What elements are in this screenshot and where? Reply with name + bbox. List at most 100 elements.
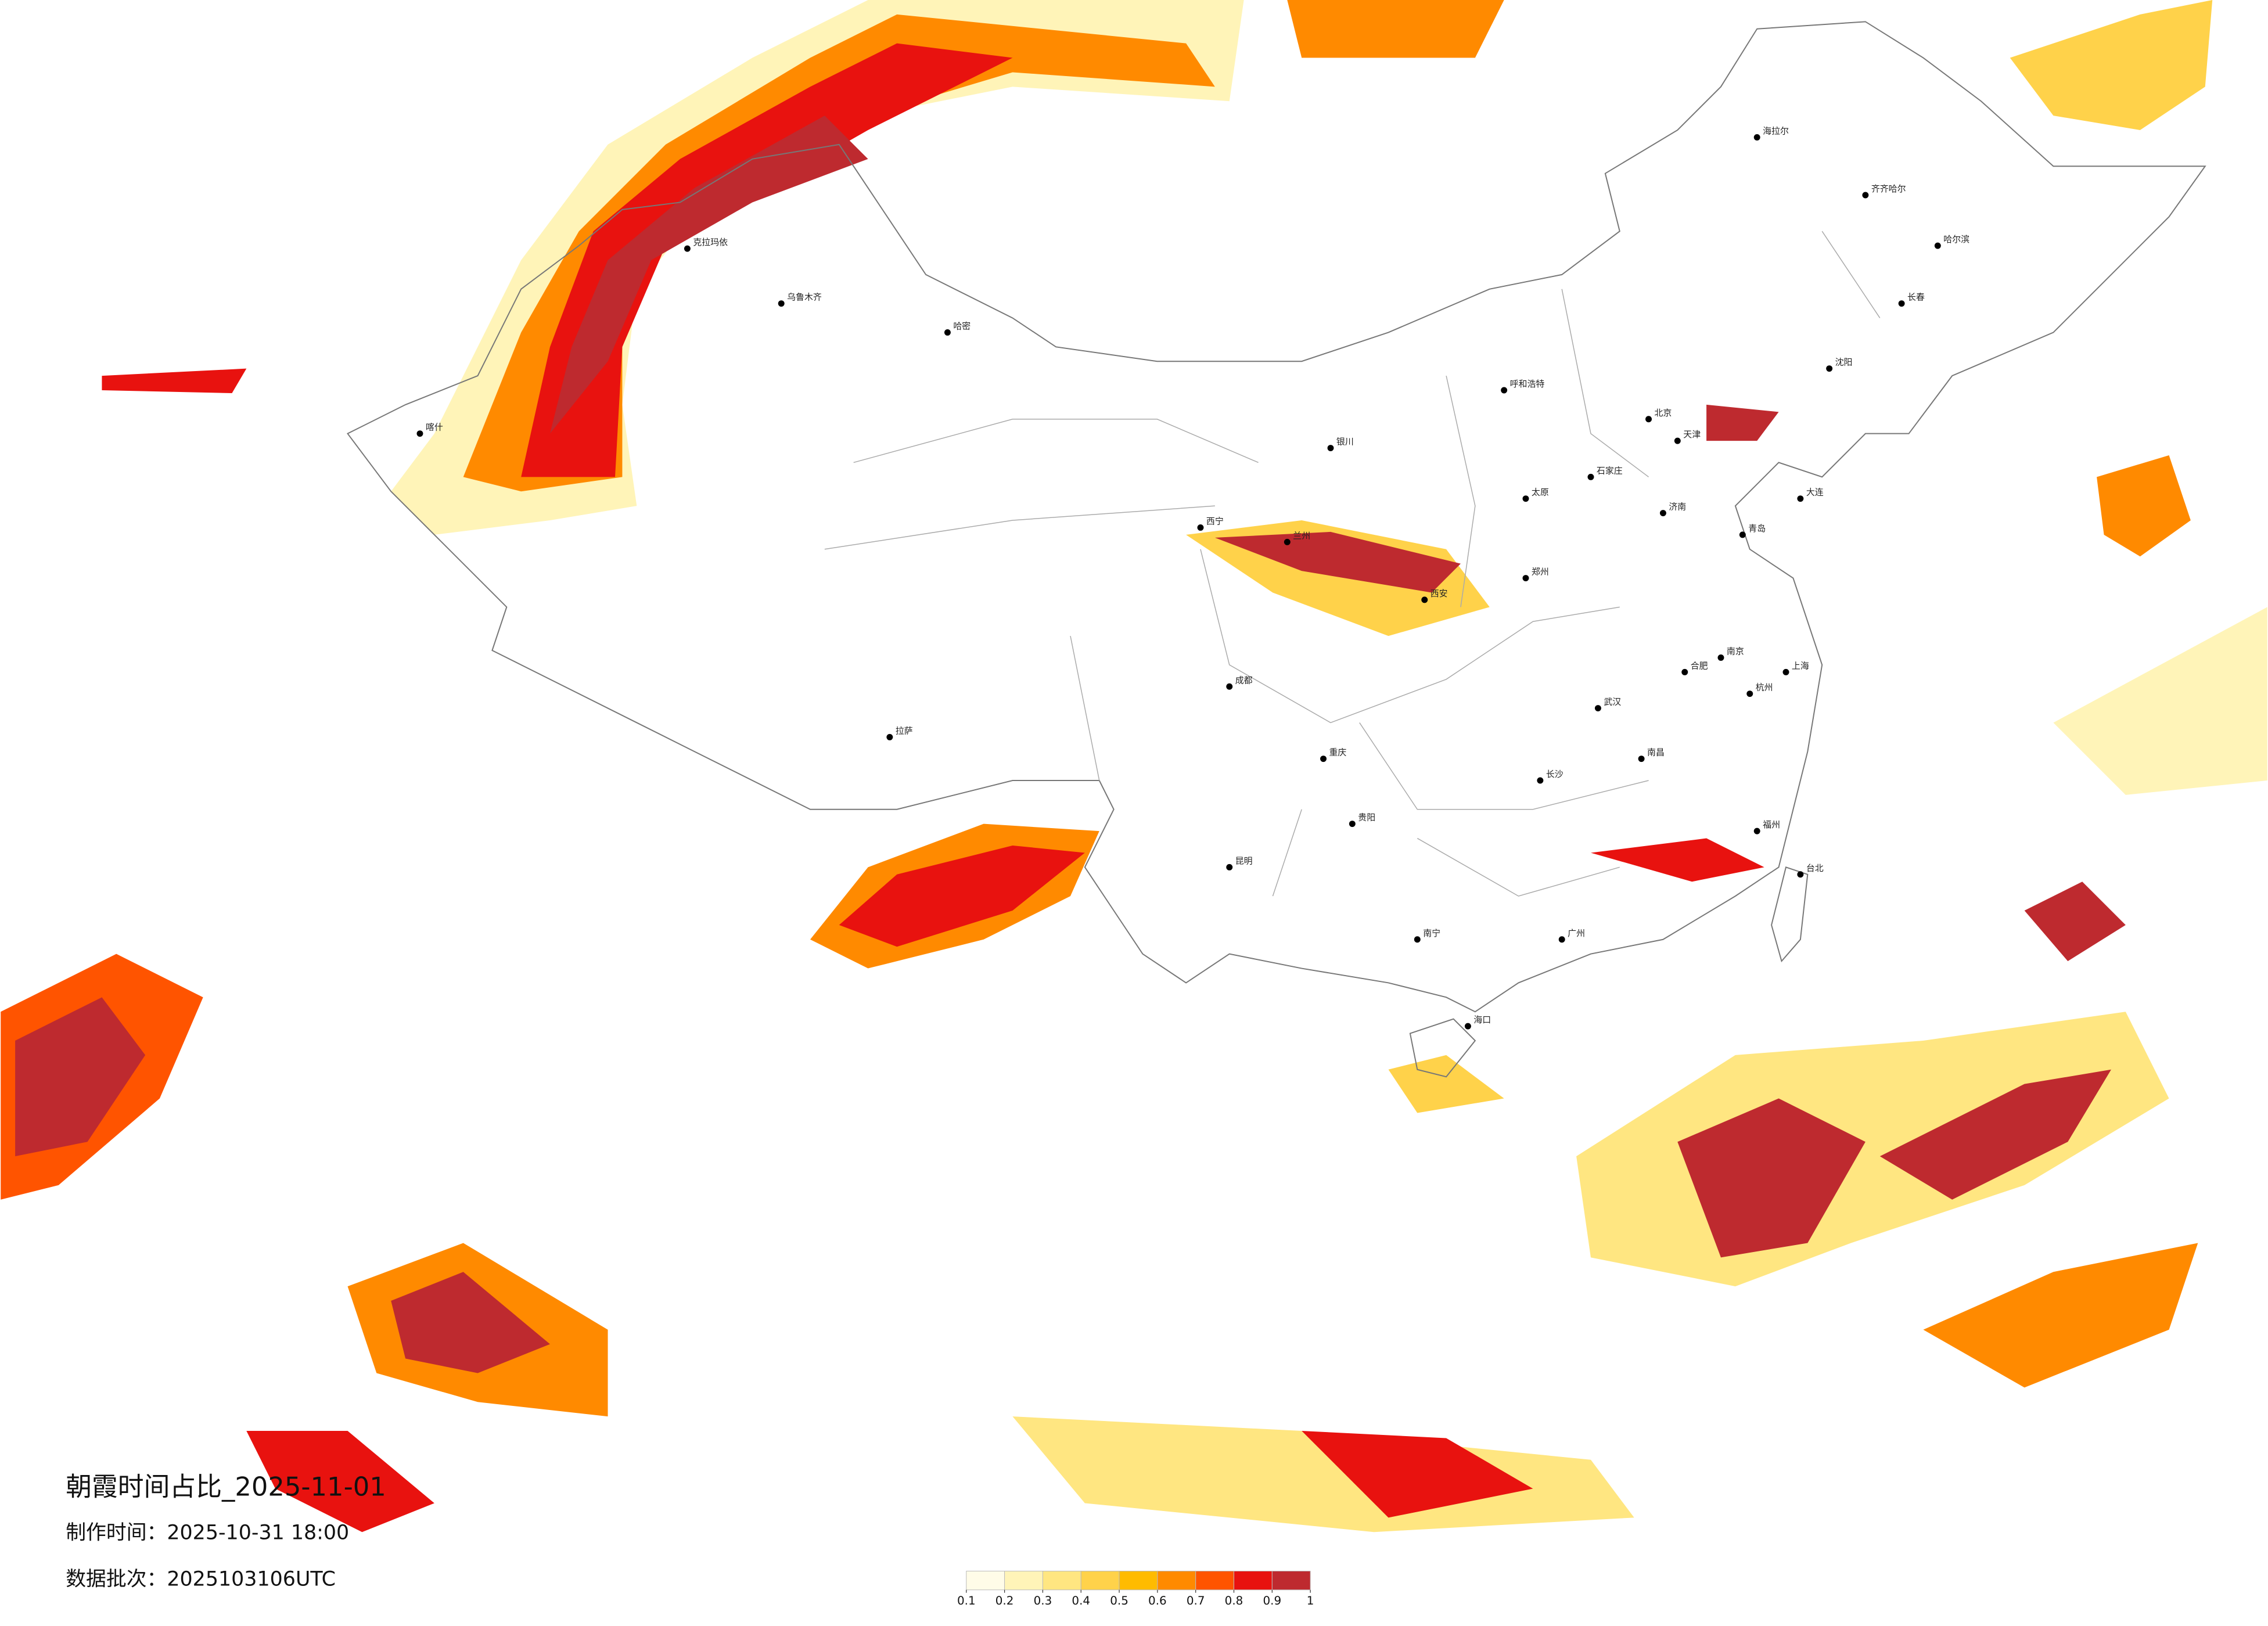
- cloud-area: [1388, 1055, 1504, 1113]
- city-dot: [1645, 416, 1652, 423]
- city-label: 海拉尔: [1763, 125, 1789, 136]
- city-label: 天津: [1683, 429, 1701, 440]
- cloud-area: [391, 1272, 550, 1373]
- city-label: 哈尔滨: [1943, 234, 1969, 244]
- city-label: 广州: [1568, 928, 1585, 938]
- city-dot: [1753, 134, 1760, 141]
- city-dot: [1537, 777, 1544, 784]
- city-dot: [1659, 510, 1666, 517]
- city-label: 沈阳: [1835, 357, 1853, 368]
- legend-tick-label: 0.6: [1148, 1594, 1167, 1607]
- city-dot: [886, 733, 893, 740]
- city-label: 重庆: [1329, 747, 1347, 758]
- city-dot: [1753, 828, 1760, 834]
- legend-tick-label: 0.3: [1034, 1594, 1052, 1607]
- country-border: [347, 21, 2206, 1013]
- city-dot: [1558, 936, 1565, 943]
- legend-tick-label: 0.5: [1110, 1594, 1128, 1607]
- city-dot: [1934, 242, 1941, 249]
- city-dot: [1638, 756, 1645, 762]
- city-label: 西安: [1430, 588, 1448, 599]
- legend-swatch: [1271, 1570, 1311, 1591]
- cloud-area: [1012, 1416, 1634, 1533]
- cloud-area: [102, 368, 247, 393]
- cloud-area: [1706, 404, 1779, 441]
- cloud-field: [1, 0, 2267, 1533]
- city-label: 济南: [1669, 502, 1686, 512]
- city-label: 南宁: [1423, 928, 1440, 938]
- city-label: 齐齐哈尔: [1871, 184, 1906, 194]
- legend-swatch: [1042, 1570, 1081, 1591]
- city-dot: [1826, 365, 1833, 372]
- legend-swatch: [966, 1570, 1005, 1591]
- city-label: 太原: [1532, 487, 1549, 498]
- city-label: 青岛: [1748, 523, 1766, 534]
- city-label: 呼和浩特: [1510, 379, 1545, 389]
- cloud-area: [2097, 455, 2191, 557]
- cloud-area: [2053, 607, 2267, 795]
- cloud-area: [1302, 1431, 1533, 1518]
- city-label: 长沙: [1546, 769, 1563, 779]
- city-label: 北京: [1655, 408, 1672, 418]
- city-label: 南昌: [1647, 747, 1665, 758]
- city-dot: [1522, 575, 1529, 582]
- legend-swatch: [1195, 1570, 1235, 1591]
- city-dot: [1674, 437, 1681, 444]
- city-label: 石家庄: [1597, 465, 1623, 476]
- cloud-area: [15, 997, 146, 1157]
- city-dot: [1862, 192, 1869, 199]
- city-label: 南京: [1727, 646, 1744, 656]
- cloud-area: [1879, 1069, 2111, 1200]
- cloud-area: [1287, 0, 1504, 58]
- cloud-area: [2024, 882, 2126, 962]
- city-label: 大连: [1806, 487, 1824, 498]
- city-dot: [416, 430, 423, 437]
- city-dot: [1782, 668, 1789, 675]
- city-label: 海口: [1473, 1015, 1491, 1025]
- legend-tick-label: 1: [1307, 1594, 1314, 1607]
- city-dot: [944, 329, 951, 336]
- city-dot: [1797, 495, 1804, 502]
- city-dot: [1522, 495, 1529, 502]
- legend-swatch: [1080, 1570, 1120, 1591]
- city-label: 喀什: [426, 422, 443, 433]
- legend-tick-label: 0.7: [1187, 1594, 1205, 1607]
- city-label: 上海: [1792, 660, 1809, 671]
- city-dot: [1898, 300, 1905, 307]
- city-label: 西宁: [1206, 516, 1224, 526]
- cloud-area: [549, 116, 868, 434]
- city-label: 兰州: [1293, 530, 1310, 541]
- cloud-area: [1590, 838, 1764, 882]
- legend-swatch: [1234, 1570, 1273, 1591]
- city-dot: [684, 245, 691, 252]
- data-batch: 数据批次：2025103106UTC: [66, 1567, 336, 1591]
- cloud-area: [1923, 1243, 2198, 1388]
- city-dot: [1349, 821, 1356, 828]
- city-dot: [1681, 668, 1688, 675]
- city-label: 郑州: [1532, 567, 1549, 577]
- legend-swatch: [1119, 1570, 1158, 1591]
- legend-swatch: [1157, 1570, 1196, 1591]
- city-label: 福州: [1763, 819, 1780, 830]
- city-dot: [1421, 596, 1428, 603]
- city-label: 拉萨: [896, 725, 913, 736]
- city-label: 哈密: [953, 321, 971, 331]
- city-dot: [1327, 445, 1334, 452]
- legend-tick-label: 0.2: [995, 1594, 1014, 1607]
- city-label: 合肥: [1691, 660, 1708, 671]
- cloud-area: [1214, 531, 1461, 593]
- cloud-area: [839, 846, 1085, 947]
- island-border: [1409, 1018, 1476, 1078]
- city-dot: [1414, 936, 1421, 943]
- city-dot: [1284, 538, 1291, 545]
- city-dot: [1717, 654, 1724, 661]
- title: 朝霞时间占比_2025-11-01: [66, 1472, 386, 1502]
- city-label: 成都: [1235, 675, 1253, 685]
- city-dot: [1226, 683, 1233, 690]
- city-label: 台北: [1806, 863, 1824, 873]
- legend-tick-label: 0.4: [1072, 1594, 1090, 1607]
- cloud-area: [246, 1431, 434, 1533]
- cloud-area: [2010, 0, 2213, 130]
- city-dot: [1746, 690, 1753, 697]
